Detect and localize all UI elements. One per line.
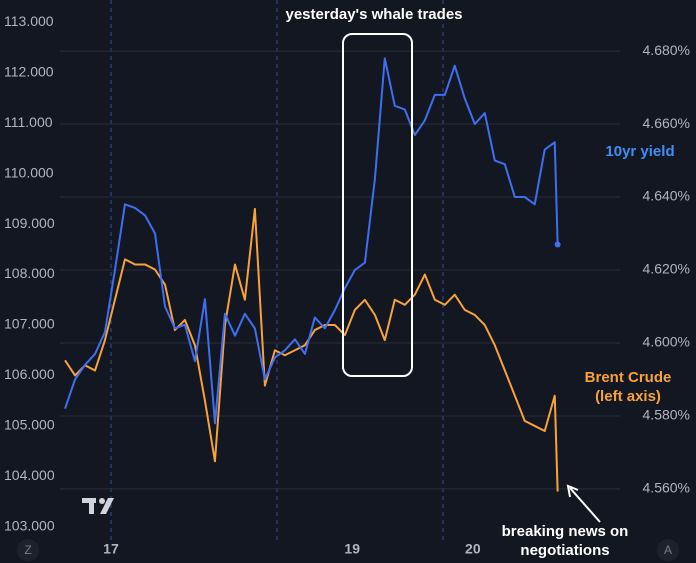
scale-button[interactable] (17, 539, 39, 561)
y-tick-label: 111.000 (4, 114, 53, 130)
plot (64, 57, 561, 492)
y2-tick-label: 4.680% (643, 42, 690, 58)
series-label: Brent Crude (585, 369, 672, 386)
scale-button[interactable] (657, 539, 679, 561)
y-tick-label: 103.000 (4, 518, 55, 534)
y2-tick-label: 4.660% (643, 115, 690, 131)
x-tick-label: 19 (344, 541, 360, 557)
y-tick-label: 110.000 (4, 164, 54, 180)
y-tick-label: 104.000 (4, 467, 55, 483)
y-tick-label: 113.000 (4, 13, 54, 29)
y-tick-label: 109.000 (4, 215, 55, 231)
y-tick-label: 106.000 (4, 366, 55, 382)
y2-tick-label: 4.600% (643, 334, 690, 350)
y2-tick-label: 4.580% (643, 407, 690, 423)
logo (82, 498, 114, 514)
annotation: breaking news on (502, 523, 629, 540)
series-label: 10yr yield (605, 143, 674, 160)
last-point (554, 241, 561, 248)
scale-button-label[interactable]: Z (24, 543, 31, 557)
y2-tick-label: 4.640% (643, 188, 690, 204)
y-tick-label: 108.000 (4, 265, 55, 281)
y-tick-label: 105.000 (4, 417, 55, 433)
chart-title: yesterday's whale trades (286, 6, 463, 23)
annotation: negotiations (520, 542, 609, 559)
series-line (64, 57, 559, 425)
y2-tick-label: 4.560% (643, 480, 690, 496)
series-line (64, 207, 559, 492)
y2-tick-label: 4.620% (643, 261, 690, 277)
y-tick-label: 107.000 (4, 316, 55, 332)
session-separators (110, 0, 444, 540)
highlight-box (342, 33, 413, 377)
scale-button-label[interactable]: A (664, 543, 672, 557)
arrow (566, 484, 601, 523)
y-tick-label: 112.000 (4, 63, 54, 79)
x-tick-label: 20 (465, 541, 481, 557)
annotation: (left axis) (595, 388, 661, 405)
grid (60, 50, 620, 490)
x-tick-label: 17 (103, 541, 119, 557)
